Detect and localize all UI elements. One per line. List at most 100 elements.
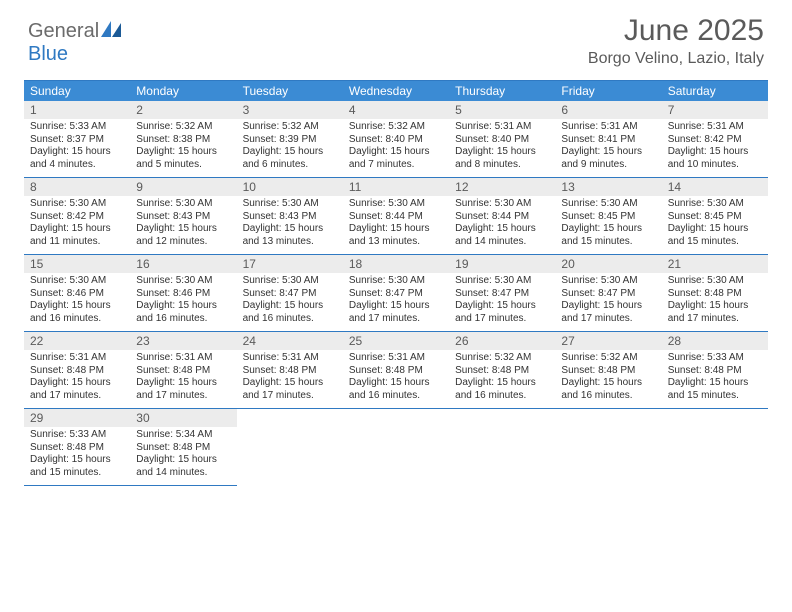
daylight-text-2: and 16 minutes. [349, 390, 443, 403]
day-facts: Sunrise: 5:31 AM Sunset: 8:48 PM Dayligh… [24, 352, 130, 402]
sunrise-text: Sunrise: 5:30 AM [30, 198, 124, 211]
sunrise-text: Sunrise: 5:31 AM [349, 352, 443, 365]
calendar-cell: 2 Sunrise: 5:32 AM Sunset: 8:38 PM Dayli… [130, 101, 236, 177]
sunrise-text: Sunrise: 5:31 AM [30, 352, 124, 365]
calendar-cell: 27 Sunrise: 5:32 AM Sunset: 8:48 PM Dayl… [555, 332, 661, 408]
sunset-text: Sunset: 8:45 PM [561, 211, 655, 224]
daylight-text-2: and 15 minutes. [668, 390, 762, 403]
day-facts: Sunrise: 5:32 AM Sunset: 8:48 PM Dayligh… [555, 352, 661, 402]
day-facts: Sunrise: 5:30 AM Sunset: 8:44 PM Dayligh… [343, 198, 449, 248]
calendar-cell: 21 Sunrise: 5:30 AM Sunset: 8:48 PM Dayl… [662, 255, 768, 331]
day-number: 19 [449, 255, 555, 273]
sunrise-text: Sunrise: 5:30 AM [455, 275, 549, 288]
daylight-text-2: and 8 minutes. [455, 159, 549, 172]
daylight-text-2: and 16 minutes. [243, 313, 337, 326]
sunset-text: Sunset: 8:39 PM [243, 134, 337, 147]
sunset-text: Sunset: 8:42 PM [668, 134, 762, 147]
sunrise-text: Sunrise: 5:30 AM [349, 198, 443, 211]
daylight-text-2: and 12 minutes. [136, 236, 230, 249]
daylight-text-1: Daylight: 15 hours [349, 377, 443, 390]
page-header: General Blue June 2025 Borgo Velino, Laz… [0, 0, 792, 74]
day-facts: Sunrise: 5:31 AM Sunset: 8:42 PM Dayligh… [662, 121, 768, 171]
sunrise-text: Sunrise: 5:30 AM [561, 275, 655, 288]
sunset-text: Sunset: 8:44 PM [455, 211, 549, 224]
calendar-cell: 5 Sunrise: 5:31 AM Sunset: 8:40 PM Dayli… [449, 101, 555, 177]
daylight-text-1: Daylight: 15 hours [30, 223, 124, 236]
day-facts: Sunrise: 5:31 AM Sunset: 8:40 PM Dayligh… [449, 121, 555, 171]
sunset-text: Sunset: 8:48 PM [668, 365, 762, 378]
daylight-text-1: Daylight: 15 hours [349, 300, 443, 313]
daylight-text-1: Daylight: 15 hours [136, 377, 230, 390]
day-number: 7 [662, 101, 768, 119]
day-facts: Sunrise: 5:31 AM Sunset: 8:48 PM Dayligh… [130, 352, 236, 402]
sunset-text: Sunset: 8:48 PM [668, 288, 762, 301]
calendar-cell: 19 Sunrise: 5:30 AM Sunset: 8:47 PM Dayl… [449, 255, 555, 331]
daylight-text-1: Daylight: 15 hours [243, 377, 337, 390]
daylight-text-1: Daylight: 15 hours [136, 454, 230, 467]
sunrise-text: Sunrise: 5:30 AM [30, 275, 124, 288]
day-facts: Sunrise: 5:30 AM Sunset: 8:44 PM Dayligh… [449, 198, 555, 248]
daylight-text-2: and 7 minutes. [349, 159, 443, 172]
sunset-text: Sunset: 8:40 PM [455, 134, 549, 147]
day-facts: Sunrise: 5:32 AM Sunset: 8:39 PM Dayligh… [237, 121, 343, 171]
sunset-text: Sunset: 8:44 PM [349, 211, 443, 224]
day-number: 26 [449, 332, 555, 350]
sunrise-text: Sunrise: 5:32 AM [349, 121, 443, 134]
calendar-cell: 3 Sunrise: 5:32 AM Sunset: 8:39 PM Dayli… [237, 101, 343, 177]
day-number: 14 [662, 178, 768, 196]
calendar-week: 22 Sunrise: 5:31 AM Sunset: 8:48 PM Dayl… [24, 332, 768, 409]
day-facts: Sunrise: 5:32 AM Sunset: 8:48 PM Dayligh… [449, 352, 555, 402]
daylight-text-2: and 17 minutes. [30, 390, 124, 403]
day-number: 24 [237, 332, 343, 350]
day-number: 25 [343, 332, 449, 350]
calendar-cell: 1 Sunrise: 5:33 AM Sunset: 8:37 PM Dayli… [24, 101, 130, 177]
daylight-text-1: Daylight: 15 hours [349, 223, 443, 236]
calendar-week: 1 Sunrise: 5:33 AM Sunset: 8:37 PM Dayli… [24, 101, 768, 178]
day-facts: Sunrise: 5:31 AM Sunset: 8:48 PM Dayligh… [237, 352, 343, 402]
day-number: 9 [130, 178, 236, 196]
daylight-text-2: and 6 minutes. [243, 159, 337, 172]
brand-blue: Blue [28, 43, 68, 65]
brand-general: General [28, 20, 99, 42]
calendar-cell: 25 Sunrise: 5:31 AM Sunset: 8:48 PM Dayl… [343, 332, 449, 408]
sunset-text: Sunset: 8:48 PM [136, 365, 230, 378]
title-block: June 2025 Borgo Velino, Lazio, Italy [588, 14, 764, 68]
sunset-text: Sunset: 8:40 PM [349, 134, 443, 147]
sunrise-text: Sunrise: 5:31 AM [668, 121, 762, 134]
daylight-text-1: Daylight: 15 hours [30, 454, 124, 467]
day-number: 3 [237, 101, 343, 119]
daylight-text-1: Daylight: 15 hours [243, 300, 337, 313]
day-header-monday: Monday [130, 81, 236, 101]
calendar-cell: 8 Sunrise: 5:30 AM Sunset: 8:42 PM Dayli… [24, 178, 130, 254]
calendar-cell: 10 Sunrise: 5:30 AM Sunset: 8:43 PM Dayl… [237, 178, 343, 254]
day-facts: Sunrise: 5:31 AM Sunset: 8:41 PM Dayligh… [555, 121, 661, 171]
day-number: 6 [555, 101, 661, 119]
day-facts: Sunrise: 5:31 AM Sunset: 8:48 PM Dayligh… [343, 352, 449, 402]
daylight-text-2: and 14 minutes. [455, 236, 549, 249]
sunrise-text: Sunrise: 5:31 AM [561, 121, 655, 134]
daylight-text-2: and 4 minutes. [30, 159, 124, 172]
calendar-cell: 7 Sunrise: 5:31 AM Sunset: 8:42 PM Dayli… [662, 101, 768, 177]
daylight-text-2: and 5 minutes. [136, 159, 230, 172]
sunrise-text: Sunrise: 5:32 AM [561, 352, 655, 365]
sunset-text: Sunset: 8:48 PM [30, 365, 124, 378]
calendar-cell: 17 Sunrise: 5:30 AM Sunset: 8:47 PM Dayl… [237, 255, 343, 331]
sunset-text: Sunset: 8:46 PM [30, 288, 124, 301]
daylight-text-2: and 16 minutes. [136, 313, 230, 326]
calendar-cell: 26 Sunrise: 5:32 AM Sunset: 8:48 PM Dayl… [449, 332, 555, 408]
day-header-friday: Friday [555, 81, 661, 101]
daylight-text-2: and 15 minutes. [30, 467, 124, 480]
sunset-text: Sunset: 8:48 PM [561, 365, 655, 378]
sunset-text: Sunset: 8:43 PM [243, 211, 337, 224]
sunrise-text: Sunrise: 5:33 AM [30, 429, 124, 442]
sunrise-text: Sunrise: 5:33 AM [30, 121, 124, 134]
daylight-text-2: and 13 minutes. [243, 236, 337, 249]
day-facts: Sunrise: 5:33 AM Sunset: 8:48 PM Dayligh… [24, 429, 130, 479]
day-number: 11 [343, 178, 449, 196]
daylight-text-2: and 10 minutes. [668, 159, 762, 172]
calendar-cell: 23 Sunrise: 5:31 AM Sunset: 8:48 PM Dayl… [130, 332, 236, 408]
daylight-text-2: and 17 minutes. [561, 313, 655, 326]
calendar-cell: 16 Sunrise: 5:30 AM Sunset: 8:46 PM Dayl… [130, 255, 236, 331]
calendar-cell: 30 Sunrise: 5:34 AM Sunset: 8:48 PM Dayl… [130, 409, 236, 485]
sunset-text: Sunset: 8:48 PM [30, 442, 124, 455]
